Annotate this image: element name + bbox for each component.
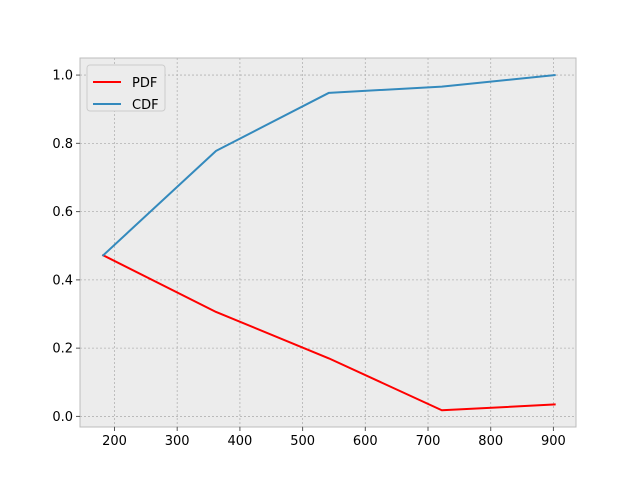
legend-label-pdf: PDF bbox=[132, 76, 157, 91]
x-tick-label: 700 bbox=[416, 434, 441, 449]
grid bbox=[80, 58, 576, 427]
legend-label-cdf: CDF bbox=[132, 98, 159, 113]
legend: PDF CDF bbox=[86, 64, 166, 113]
x-tick-label: 900 bbox=[541, 434, 566, 449]
y-tick-label: 0.8 bbox=[52, 137, 73, 152]
x-tick-label: 800 bbox=[478, 434, 503, 449]
y-tick-label: 0.0 bbox=[52, 410, 73, 425]
x-tick-label: 300 bbox=[165, 434, 190, 449]
series-line-pdf bbox=[101, 253, 556, 412]
x-tick-label: 500 bbox=[290, 434, 315, 449]
axis-ticks: 200 300 400 500 600 700 800 900 0.0 0.2 0.4 0.6 0.8 1… bbox=[52, 69, 566, 449]
plot-area bbox=[79, 57, 577, 428]
legend-box bbox=[86, 64, 166, 112]
x-tick-label: 200 bbox=[102, 434, 127, 449]
series-line-cdf bbox=[101, 73, 556, 257]
y-tick-label: 0.2 bbox=[52, 342, 73, 357]
y-tick-label: 0.6 bbox=[52, 205, 73, 220]
x-tick-label: 600 bbox=[353, 434, 378, 449]
series-layer bbox=[101, 73, 556, 412]
y-tick-label: 0.4 bbox=[52, 273, 73, 288]
y-tick-label: 1.0 bbox=[52, 69, 73, 84]
x-tick-label: 400 bbox=[227, 434, 252, 449]
